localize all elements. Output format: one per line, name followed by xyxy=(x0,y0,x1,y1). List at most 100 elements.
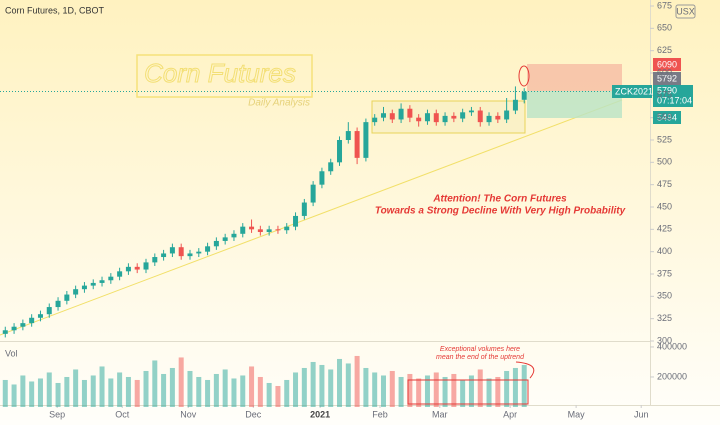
ticker: ZCK2021 xyxy=(615,86,653,96)
candle-body xyxy=(337,140,343,163)
candle-body xyxy=(477,110,483,123)
volume-bar xyxy=(460,379,466,407)
candle-body xyxy=(275,229,281,231)
candle-body xyxy=(11,326,17,331)
volume-bar xyxy=(46,372,52,407)
currency: USX xyxy=(676,6,695,16)
volume-bar xyxy=(187,370,193,407)
x-tick-label: Dec xyxy=(245,409,262,419)
candle-body xyxy=(55,300,61,308)
price-tag xyxy=(653,72,681,85)
volume-bar xyxy=(293,372,299,407)
volume-bar xyxy=(64,376,70,407)
vol-tick-label: 400000 xyxy=(657,341,687,351)
volume-bar xyxy=(424,375,430,407)
volume-bar xyxy=(143,370,149,407)
candle-body xyxy=(328,162,334,172)
y-tick-label: 450 xyxy=(657,201,672,211)
candle-body xyxy=(249,226,255,230)
volume-bar xyxy=(345,363,351,407)
candle-body xyxy=(424,113,430,122)
candle-body xyxy=(512,99,518,111)
candle-body xyxy=(134,266,140,270)
candle-body xyxy=(301,202,307,216)
candle-body xyxy=(46,307,52,315)
y-tick-label: 675 xyxy=(657,0,672,10)
volume-bar xyxy=(231,378,237,407)
volume-bar xyxy=(266,382,272,407)
chart-title: Corn Futures, 1D, CBOT xyxy=(5,5,105,15)
volume-bar xyxy=(2,379,8,407)
volume-bar xyxy=(125,376,131,407)
price-tag xyxy=(653,85,693,107)
x-tick-label: Feb xyxy=(372,409,388,419)
y-tick-label: 375 xyxy=(657,268,672,278)
volume-bar xyxy=(433,372,439,407)
x-tick-label: Nov xyxy=(180,409,197,419)
volume-bar xyxy=(398,376,404,407)
y-tick-label: 650 xyxy=(657,23,672,33)
volume-bar xyxy=(521,364,527,407)
volume-note: Exceptional volumes here xyxy=(440,346,520,353)
candle-body xyxy=(345,131,351,140)
x-tick-label: May xyxy=(568,409,586,419)
volume-bar xyxy=(117,372,123,407)
candle-body xyxy=(284,226,290,231)
volume-bar xyxy=(301,367,307,407)
candle-body xyxy=(213,240,219,247)
volume-bar xyxy=(363,367,369,407)
y-tick-label: 600 xyxy=(657,67,672,77)
candle-body xyxy=(152,257,158,263)
candle-body xyxy=(20,323,26,327)
volume-bar xyxy=(275,385,281,407)
volume-bar xyxy=(108,378,114,407)
candle-body xyxy=(354,131,360,158)
volume-bar xyxy=(178,357,184,407)
candle-body xyxy=(310,184,316,203)
volume-bar xyxy=(389,370,395,407)
candle-body xyxy=(468,110,474,113)
highlight-circle xyxy=(518,65,530,87)
price-tag-label: 5792 xyxy=(657,73,677,83)
volume-bar xyxy=(442,376,448,407)
y-tick-label: 350 xyxy=(657,291,672,301)
y-tick-label: 525 xyxy=(657,134,672,144)
watermark: Corn Futures xyxy=(144,58,296,88)
candle-body xyxy=(231,233,237,238)
candle-body xyxy=(521,91,527,100)
volume-bar xyxy=(354,355,360,407)
volume-bar xyxy=(328,369,334,407)
watermark-sub: Daily Analysis xyxy=(248,98,310,109)
volume-bar xyxy=(37,378,43,407)
candle-body xyxy=(266,229,272,233)
candle-body xyxy=(187,253,193,257)
price-tag xyxy=(653,58,681,71)
y-tick-label: 325 xyxy=(657,313,672,323)
candle-body xyxy=(416,117,422,122)
volume-bar xyxy=(416,378,422,407)
y-tick-label: 475 xyxy=(657,179,672,189)
volume-bar xyxy=(55,382,61,407)
volume-bar xyxy=(29,381,35,407)
volume-bar xyxy=(99,366,105,407)
volume-bar xyxy=(20,375,26,407)
candle-body xyxy=(143,262,149,270)
candle-body xyxy=(196,251,202,254)
volume-bar xyxy=(249,366,255,407)
volume-bar xyxy=(11,384,17,407)
candle-body xyxy=(73,289,79,295)
candle-body xyxy=(319,171,325,185)
note-arrow xyxy=(515,361,535,379)
volume-bar xyxy=(319,364,325,407)
candle-body xyxy=(125,266,131,272)
candle-body xyxy=(407,108,413,118)
price-tag xyxy=(653,111,681,124)
volume-bar xyxy=(372,372,378,407)
candle-body xyxy=(451,115,457,119)
candle-body xyxy=(257,229,263,233)
volume-bar xyxy=(477,369,483,407)
x-tick-label: Jun xyxy=(634,409,649,419)
volume-bar xyxy=(284,379,290,407)
price-tag-label: 6090 xyxy=(657,59,677,69)
